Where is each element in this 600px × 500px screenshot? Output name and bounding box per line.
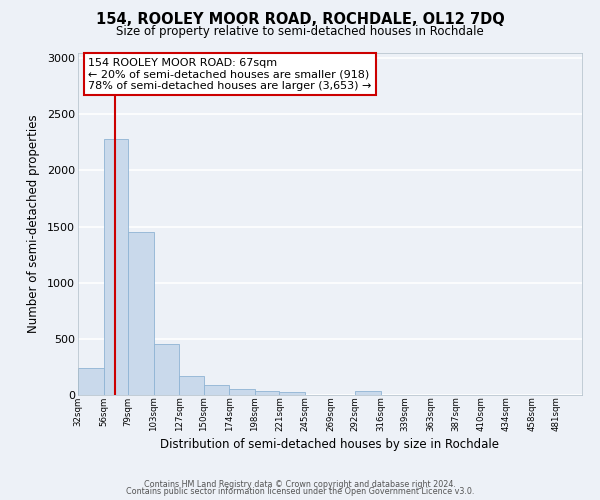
Y-axis label: Number of semi-detached properties: Number of semi-detached properties (27, 114, 40, 333)
Text: 154 ROOLEY MOOR ROAD: 67sqm
← 20% of semi-detached houses are smaller (918)
78% : 154 ROOLEY MOOR ROAD: 67sqm ← 20% of sem… (88, 58, 371, 91)
Bar (204, 385, 229, 395)
Bar (128, 232, 154, 395)
Text: Size of property relative to semi-detached houses in Rochdale: Size of property relative to semi-detach… (116, 25, 484, 38)
Text: Contains HM Land Registry data © Crown copyright and database right 2024.: Contains HM Land Registry data © Crown c… (144, 480, 456, 489)
X-axis label: Distribution of semi-detached houses by size in Rochdale: Distribution of semi-detached houses by … (161, 438, 499, 451)
Bar (229, 390, 255, 395)
Bar (355, 391, 380, 395)
Bar (78, 368, 104, 395)
Bar (179, 376, 204, 395)
Text: 154, ROOLEY MOOR ROAD, ROCHDALE, OL12 7DQ: 154, ROOLEY MOOR ROAD, ROCHDALE, OL12 7D… (95, 12, 505, 28)
Bar (104, 139, 128, 395)
Bar (280, 392, 305, 395)
Bar (154, 344, 179, 395)
Text: Contains public sector information licensed under the Open Government Licence v3: Contains public sector information licen… (126, 488, 474, 496)
Bar (255, 391, 280, 395)
